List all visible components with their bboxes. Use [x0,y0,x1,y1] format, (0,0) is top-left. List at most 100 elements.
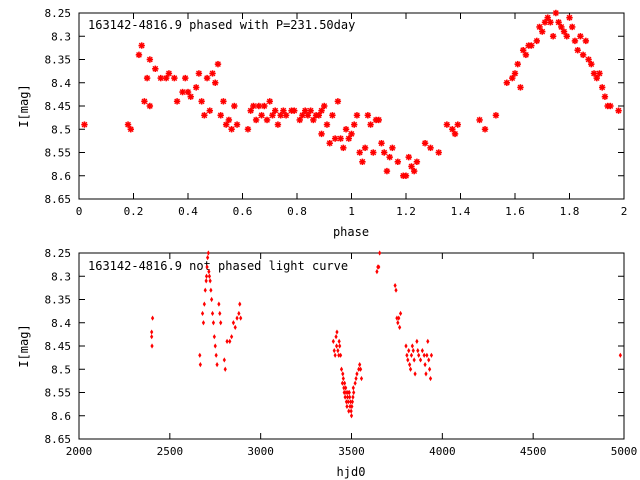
phased-point [351,121,358,128]
phased-point [585,56,592,63]
phased-point [356,149,363,156]
phased-point [299,112,306,119]
phased-point [408,163,415,170]
phased-xtick-label: 2 [621,205,628,218]
unphased-xtick-label: 5000 [611,445,638,458]
unphased-point [228,338,232,344]
phased-point [544,14,551,21]
unphased-point [398,310,403,317]
phased-xtick-label: 0 [76,205,83,218]
unphased-ytick-label: 8.25 [45,247,72,260]
unphased-point [198,362,202,368]
unphased-point [341,371,345,377]
phased-point [192,84,200,91]
phased-point [250,102,257,110]
phased-point [571,37,579,45]
unphased-point [410,343,414,349]
phased-point [146,56,154,63]
phased-point [451,130,459,138]
unphased-point [331,338,335,344]
unphased-point [357,366,361,372]
unphased-point [412,357,416,363]
phased-point [549,33,557,40]
unphased-point [202,301,206,307]
unphased-point [354,375,358,382]
phased-point [231,102,238,110]
unphased-point [344,385,348,391]
unphased-point [225,338,229,344]
unphased-point [405,352,409,358]
phased-point [258,112,265,119]
phased-plot: 163142-4816.9 phased with P=231.50day ph… [17,7,627,239]
phased-point [517,84,524,91]
unphased-point [350,399,355,405]
unphased-ytick-label: 8.3 [51,270,71,283]
phased-point [321,102,328,110]
unphased-point [207,269,211,275]
unphased-point [397,315,401,321]
phased-point [141,98,148,105]
phased-point [304,112,312,119]
unphased-xtick-label: 4500 [520,445,547,458]
phased-point [577,33,584,40]
unphased-point [393,282,397,289]
phased-point [353,112,361,119]
unphased-point [210,296,214,303]
unphased-ytick-label: 8.35 [45,294,72,307]
phased-point [323,121,331,128]
unphased-point [341,375,345,382]
unphased-ytick-label: 8.45 [45,340,72,353]
phased-point [476,116,483,124]
phased-point [81,121,88,128]
unphased-point [428,375,433,382]
unphased-point [424,371,428,377]
phased-xtick-label: 1.4 [451,205,471,218]
unphased-point [347,408,351,414]
phased-point [296,116,303,124]
phased-point [345,135,352,142]
phased-ytick-label: 8.5 [51,123,71,136]
phased-point [348,130,355,138]
unphased-point [344,399,349,405]
phased-point [522,51,530,59]
unphased-ytick-label: 8.55 [45,387,72,400]
phased-point [184,88,192,96]
unphased-point [217,301,221,307]
phased-point [244,126,252,133]
unphased-ytick-label: 8.6 [51,410,71,423]
unphased-point [218,310,222,317]
phased-point [533,37,540,45]
phased-point [209,70,216,77]
phased-point [220,98,227,105]
phased-point [342,126,350,133]
phased-point [206,107,213,114]
phased-xtick-label: 0.4 [178,205,198,218]
unphased-plot-title: 163142-4816.9 not phased light curve [88,259,348,273]
phased-point [269,112,276,119]
phased-ytick-label: 8.35 [45,54,72,67]
phased-point [582,37,590,45]
phased-point [492,112,500,119]
phased-point [261,102,268,110]
phased-point [280,107,287,114]
phased-point [252,116,260,124]
unphased-point [205,264,209,270]
unphased-point [230,334,234,340]
phased-point [217,112,224,119]
phased-plot-ylabel: I[mag] [17,84,31,127]
phased-point [310,116,317,124]
unphased-point [351,394,355,400]
phased-point [171,74,178,82]
phased-point [370,149,377,156]
unphased-point [201,320,206,326]
phased-point [163,74,170,82]
phased-point [143,74,151,82]
unphased-point [413,371,417,377]
unphased-point [378,250,382,256]
unphased-point [395,315,399,321]
phased-point [195,70,203,77]
unphased-point [427,357,431,363]
phased-point [214,60,222,68]
phased-point [127,126,134,133]
